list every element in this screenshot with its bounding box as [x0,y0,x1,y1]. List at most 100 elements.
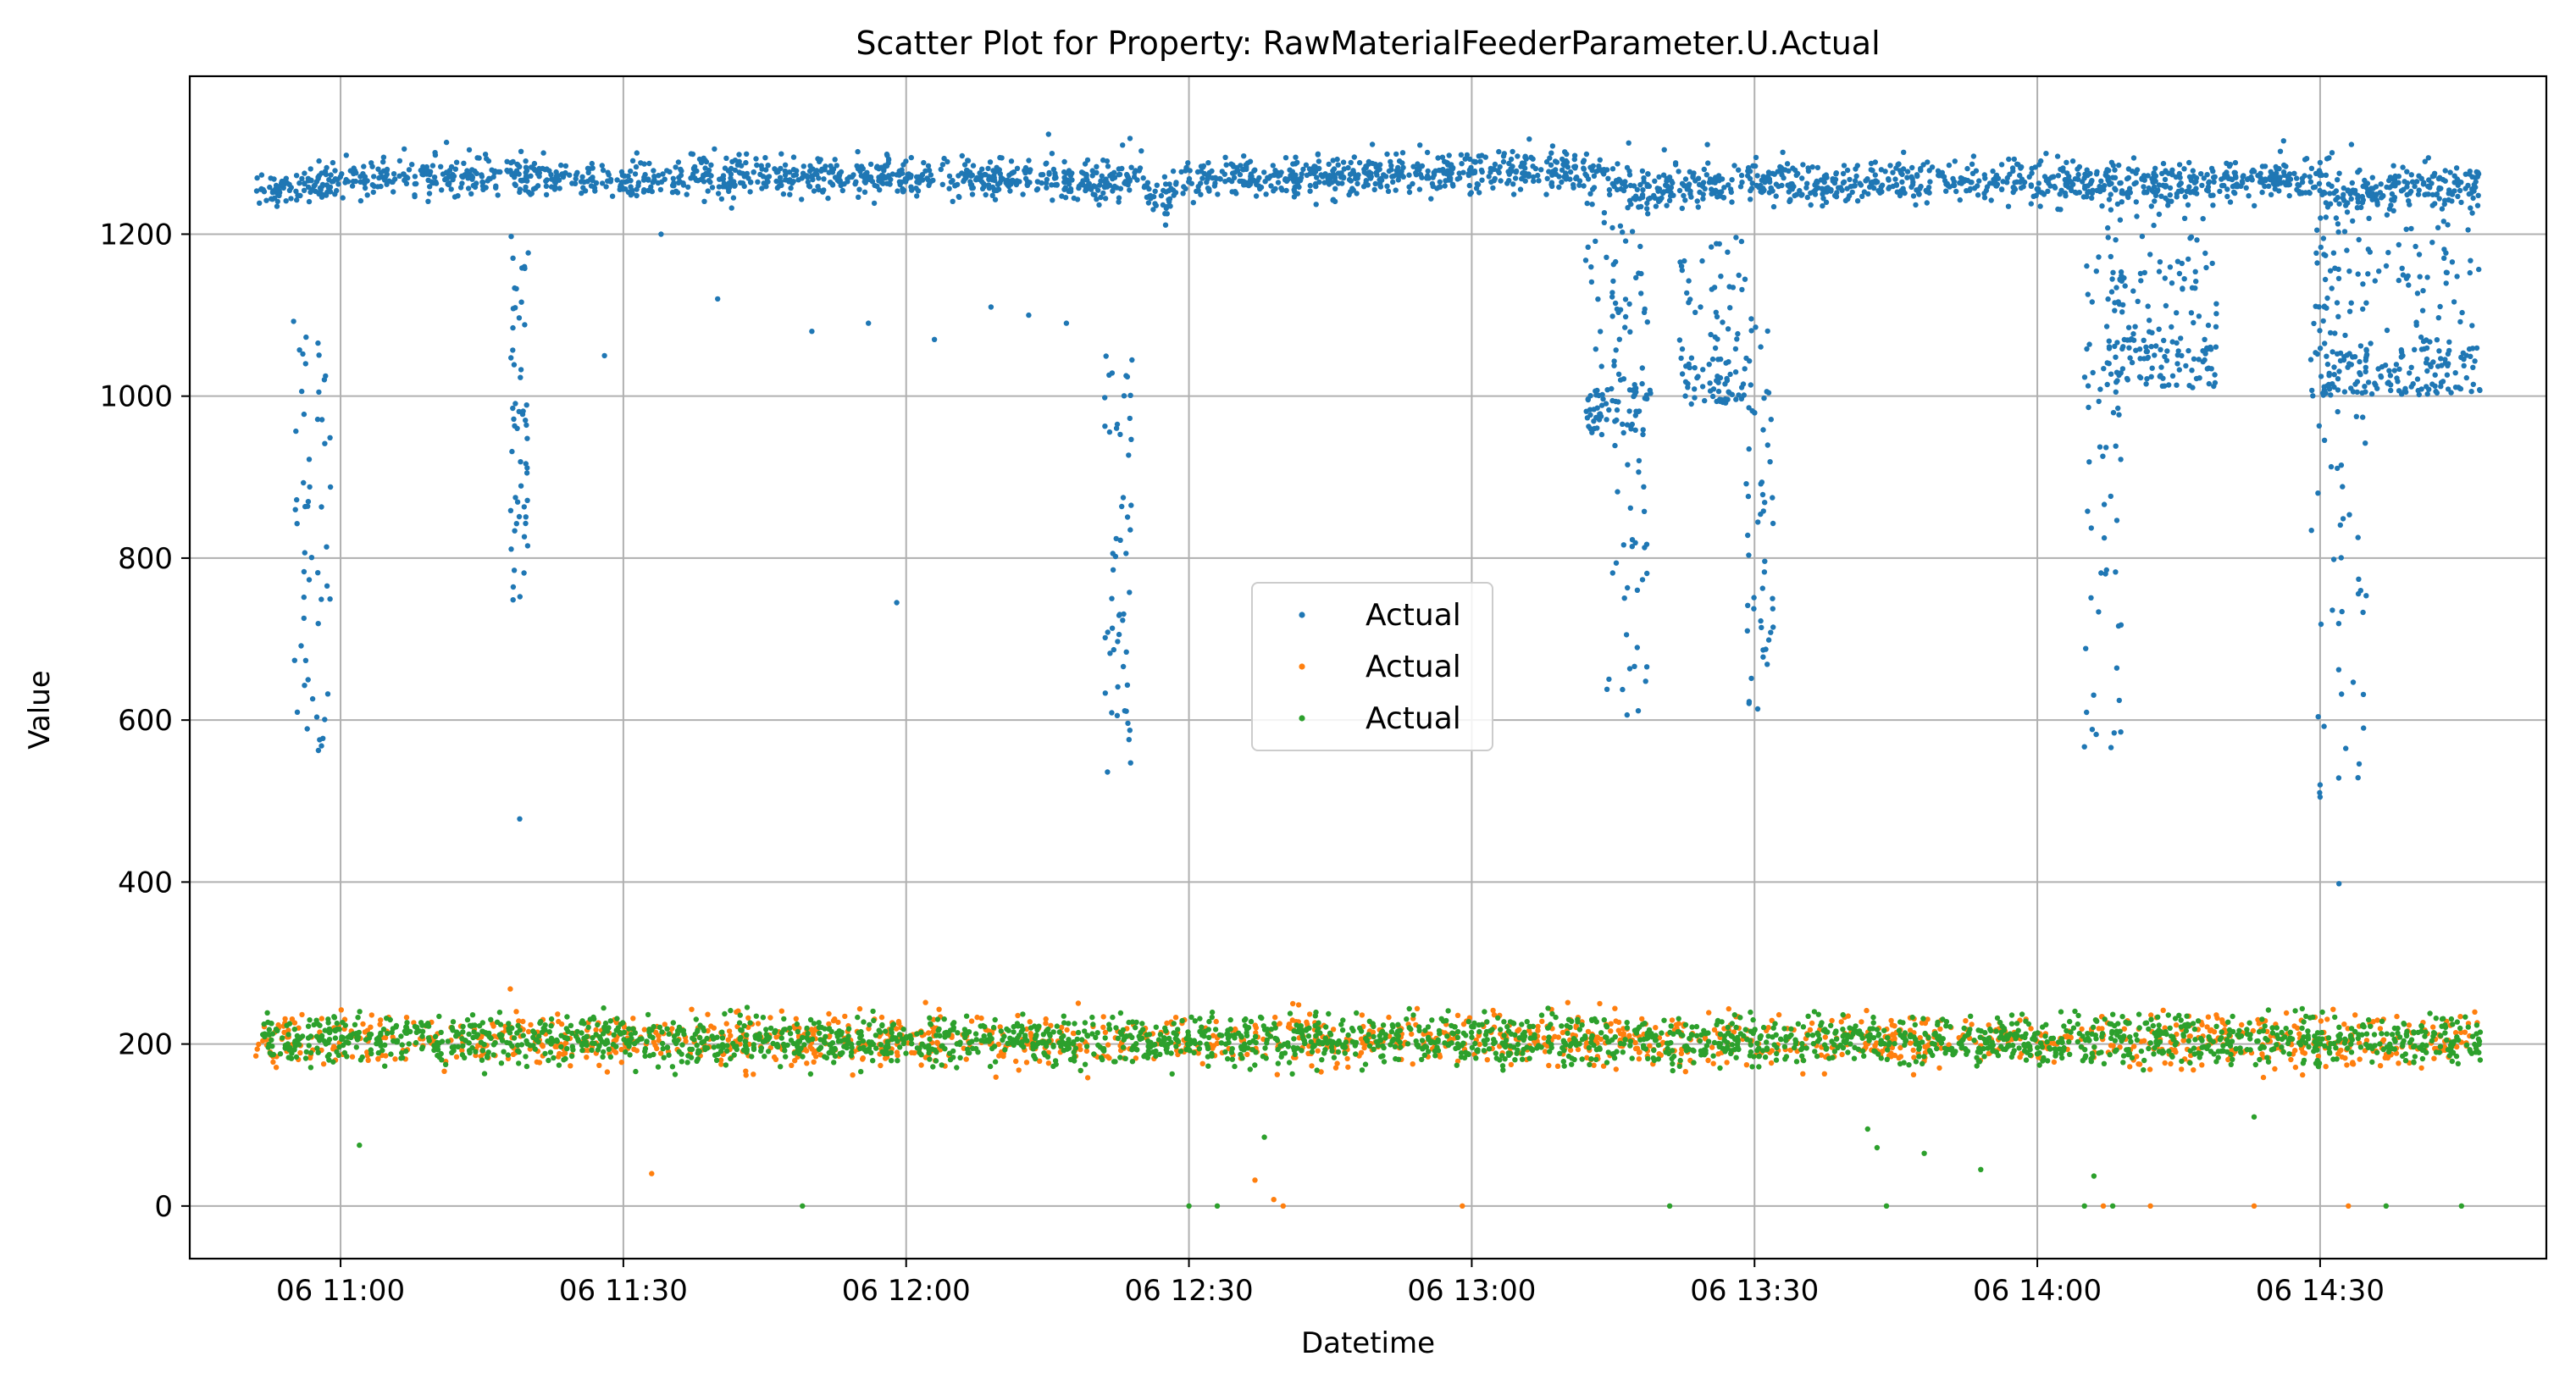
data-point [1369,141,1376,147]
data-point [1274,1071,1281,1077]
data-point [2228,1061,2234,1068]
data-point [323,1041,329,1047]
data-point [558,162,564,169]
data-point [2251,1114,2257,1120]
data-point [2217,188,2223,195]
data-point [1113,1025,1119,1031]
data-point [1028,1033,1034,1039]
data-point [558,1044,564,1050]
data-point [288,196,294,202]
data-point [542,1050,548,1057]
data-point [1549,143,1556,149]
data-point [2302,1050,2308,1056]
data-point [377,1021,383,1027]
data-point [1925,1016,1931,1022]
data-point [1845,1013,1851,1019]
data-point [524,1038,529,1044]
data-point [706,171,712,178]
data-point [1981,1054,1987,1060]
data-point [466,1040,472,1046]
data-point [1228,1032,1234,1038]
data-point [2411,1029,2417,1035]
data-point [2012,180,2018,185]
data-point [442,1061,449,1068]
data-point [2157,1032,2163,1038]
data-point [1881,1027,1887,1033]
data-point [1227,1016,1233,1023]
data-point [1410,1061,1415,1067]
data-point [1695,204,1702,210]
data-point [2300,1071,2306,1078]
data-point [513,1009,519,1015]
data-point [1049,151,1055,157]
data-point [1840,1027,1846,1032]
data-point [2148,1016,2154,1022]
data-point [334,1020,340,1027]
data-point [1930,1052,1936,1059]
data-point [1449,1040,1454,1046]
data-point [1205,1063,1211,1069]
data-point [2307,174,2313,180]
data-point [1859,1035,1865,1041]
data-point [263,197,269,203]
data-point [2205,1014,2212,1020]
data-point [1247,1066,1254,1072]
data-point [459,1047,465,1054]
data-point [1406,1005,1412,1012]
data-point [1773,193,1779,199]
data-point [542,1027,548,1033]
data-point [479,1028,485,1034]
data-point [1077,1067,1083,1074]
data-point [990,1024,997,1031]
data-point [1986,1022,1992,1028]
data-point [2447,169,2453,175]
data-point [1543,191,1549,197]
data-point [1359,1067,1366,1073]
data-point [1005,1040,1011,1047]
data-point [2264,1037,2270,1044]
data-point [734,1046,740,1053]
data-point [715,191,722,197]
data-point [1435,1038,1441,1044]
data-point [1808,202,1814,208]
data-point [1084,1075,1091,1081]
data-point [629,1035,634,1042]
data-point [738,1027,744,1033]
data-point [1330,1038,1336,1045]
data-point [1332,1065,1339,1071]
data-point [285,1032,291,1038]
data-point [903,1050,909,1056]
data-point [2107,1021,2113,1027]
data-point [1105,1054,1111,1060]
data-point [378,1030,384,1037]
data-point [307,1065,314,1071]
data-point [548,1016,555,1022]
data-point [382,1063,388,1069]
data-point [490,1052,496,1058]
data-point [826,1049,832,1056]
data-point [2424,1049,2429,1055]
data-point [1294,1022,1299,1028]
data-point [742,1038,748,1044]
data-point [2061,1023,2067,1029]
data-point [1410,1012,1416,1018]
data-point [2031,1033,2037,1040]
data-point [1484,1037,1490,1043]
data-point [356,1029,362,1036]
data-point [817,1037,823,1043]
data-point [957,1055,963,1061]
data-point [380,159,386,165]
data-point [1502,1056,1508,1062]
data-point [292,1038,298,1044]
data-point [1768,1060,1775,1066]
data-point [1120,1044,1127,1050]
data-point [1592,1016,1598,1022]
data-point [2315,1064,2322,1070]
data-point [435,1052,440,1059]
data-point [1512,1032,1518,1038]
data-point [1478,167,1485,174]
data-point [1202,1028,1209,1034]
data-point [646,160,652,167]
data-point [1987,1044,1993,1049]
data-point [842,1013,848,1020]
